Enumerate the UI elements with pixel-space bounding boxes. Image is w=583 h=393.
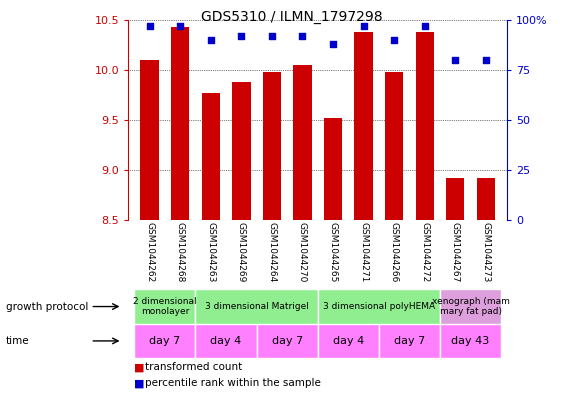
- Bar: [257, 324, 318, 358]
- Text: day 4: day 4: [333, 336, 364, 346]
- Text: growth protocol: growth protocol: [6, 301, 88, 312]
- Text: GSM1044262: GSM1044262: [145, 222, 154, 283]
- Bar: [195, 289, 318, 324]
- Bar: [440, 289, 501, 324]
- Bar: [263, 72, 281, 220]
- Text: percentile rank within the sample: percentile rank within the sample: [145, 378, 321, 388]
- Bar: [416, 32, 434, 220]
- Bar: [440, 324, 501, 358]
- Text: day 7: day 7: [394, 336, 425, 346]
- Point: [481, 57, 490, 63]
- Text: xenograph (mam
mary fat pad): xenograph (mam mary fat pad): [431, 297, 510, 316]
- Point: [298, 33, 307, 39]
- Text: day 7: day 7: [272, 336, 303, 346]
- Text: 2 dimensional
monolayer: 2 dimensional monolayer: [133, 297, 196, 316]
- Text: day 43: day 43: [451, 336, 490, 346]
- Text: GSM1044271: GSM1044271: [359, 222, 368, 283]
- Text: GSM1044267: GSM1044267: [451, 222, 460, 283]
- Point: [451, 57, 460, 63]
- Text: GSM1044263: GSM1044263: [206, 222, 215, 283]
- Bar: [134, 289, 195, 324]
- Text: 3 dimensional Matrigel: 3 dimensional Matrigel: [205, 302, 308, 311]
- Point: [267, 33, 276, 39]
- Text: GSM1044264: GSM1044264: [268, 222, 276, 283]
- Bar: [354, 32, 373, 220]
- Bar: [446, 178, 465, 220]
- Point: [328, 40, 338, 47]
- Point: [420, 22, 429, 29]
- Point: [175, 22, 185, 29]
- Point: [145, 22, 154, 29]
- Text: GSM1044265: GSM1044265: [328, 222, 338, 283]
- Text: GDS5310 / ILMN_1797298: GDS5310 / ILMN_1797298: [201, 10, 382, 24]
- Text: 3 dimensional polyHEMA: 3 dimensional polyHEMA: [323, 302, 435, 311]
- Bar: [318, 324, 379, 358]
- Text: GSM1044270: GSM1044270: [298, 222, 307, 283]
- Text: day 7: day 7: [149, 336, 181, 346]
- Point: [359, 22, 368, 29]
- Text: ■: ■: [134, 378, 145, 388]
- Text: GSM1044273: GSM1044273: [482, 222, 490, 283]
- Bar: [171, 27, 189, 220]
- Bar: [293, 65, 312, 220]
- Text: GSM1044268: GSM1044268: [175, 222, 185, 283]
- Text: ■: ■: [134, 362, 145, 373]
- Bar: [379, 324, 440, 358]
- Bar: [232, 82, 251, 220]
- Bar: [141, 60, 159, 220]
- Bar: [134, 324, 195, 358]
- Point: [206, 37, 216, 43]
- Text: GSM1044269: GSM1044269: [237, 222, 246, 283]
- Text: GSM1044272: GSM1044272: [420, 222, 429, 283]
- Text: transformed count: transformed count: [145, 362, 242, 373]
- Bar: [318, 289, 440, 324]
- Text: GSM1044266: GSM1044266: [389, 222, 399, 283]
- Text: day 4: day 4: [210, 336, 242, 346]
- Bar: [202, 93, 220, 220]
- Text: time: time: [6, 336, 30, 346]
- Bar: [324, 118, 342, 220]
- Bar: [477, 178, 495, 220]
- Bar: [385, 72, 403, 220]
- Point: [237, 33, 246, 39]
- Bar: [195, 324, 257, 358]
- Point: [389, 37, 399, 43]
